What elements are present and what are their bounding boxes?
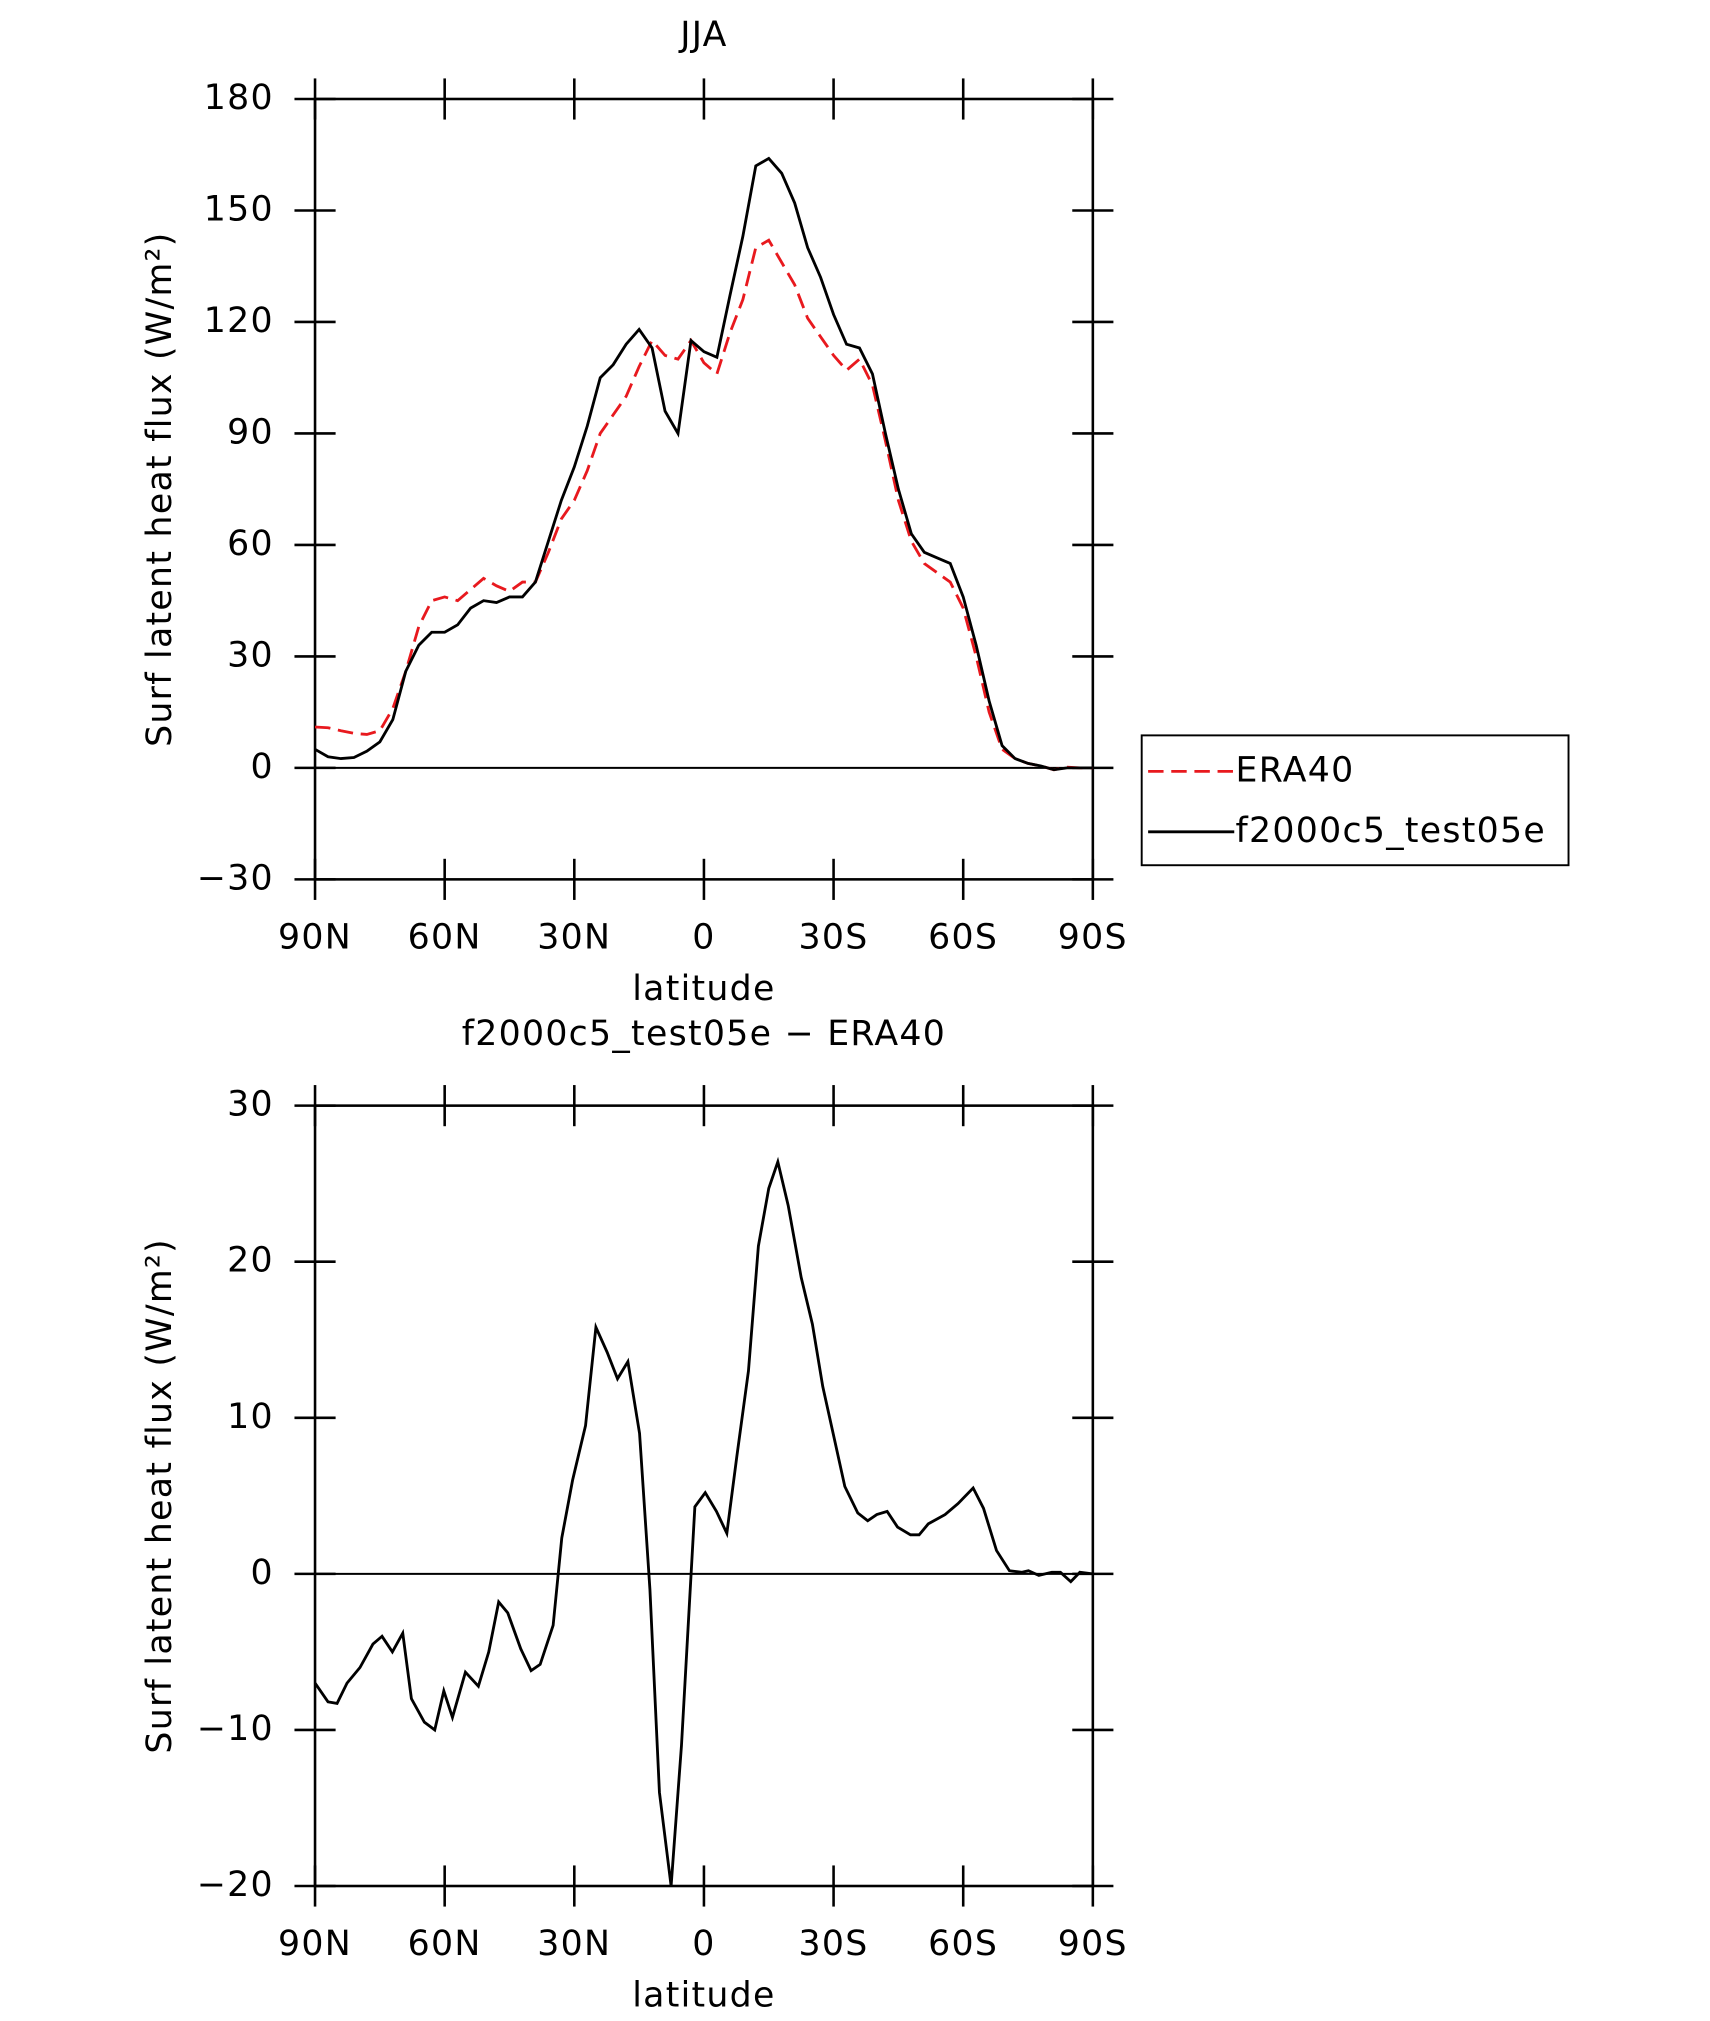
plot-frame — [313, 97, 1095, 881]
y-tick-label: 10 — [227, 1397, 274, 1437]
x-tick-label: 90N — [278, 918, 352, 958]
y-tick-label: 30 — [227, 1085, 274, 1125]
x-tick-label: 60N — [408, 1924, 482, 1964]
y-tick-label: 20 — [227, 1241, 274, 1281]
x-tick-label: 30N — [537, 1924, 611, 1964]
y-tick-label: 90 — [227, 412, 274, 452]
y-tick-label: 0 — [251, 747, 274, 787]
chart-title: f2000c5_test05e − ERA40 — [462, 1014, 946, 1054]
data-line — [314, 156, 1093, 772]
y-tick-label: 120 — [204, 301, 274, 341]
x-tick-label: 90S — [1058, 1924, 1128, 1964]
y-tick-label: 60 — [227, 524, 274, 564]
x-tick-label: 30S — [799, 1924, 869, 1964]
x-tick-label: 90N — [278, 1924, 352, 1964]
x-tick-label: 0 — [692, 918, 715, 958]
x-tick-label: 30S — [799, 918, 869, 958]
legend-box — [1140, 734, 1570, 867]
x-axis-label: latitude — [632, 969, 775, 1009]
data-line — [313, 1156, 1094, 1887]
chart-title: JJA — [678, 15, 727, 55]
x-tick-label: 60S — [928, 1924, 998, 1964]
legend: ERA40 f2000c5_test05e — [1140, 734, 1570, 867]
y-tick-label: 180 — [204, 78, 274, 118]
x-tick-label: 0 — [692, 1924, 715, 1964]
y-tick-label: 150 — [204, 189, 274, 229]
legend-label: ERA40 — [1236, 750, 1355, 790]
x-tick-label: 60N — [408, 918, 482, 958]
y-tick-label: −30 — [197, 858, 274, 898]
y-axis-label: Surf latent heat flux (W/m²) — [140, 231, 180, 747]
y-axis-label: Surf latent heat flux (W/m²) — [140, 1238, 180, 1754]
data-line — [314, 238, 1093, 772]
y-tick-label: −10 — [197, 1709, 274, 1749]
y-tick-label: 30 — [227, 635, 274, 675]
y-tick-label: −20 — [197, 1865, 274, 1905]
x-axis-label: latitude — [632, 1976, 775, 2016]
x-tick-label: 60S — [928, 918, 998, 958]
x-tick-label: 30N — [537, 918, 611, 958]
x-tick-label: 90S — [1058, 918, 1128, 958]
y-tick-label: 0 — [251, 1553, 274, 1593]
legend-label: f2000c5_test05e — [1236, 811, 1546, 851]
